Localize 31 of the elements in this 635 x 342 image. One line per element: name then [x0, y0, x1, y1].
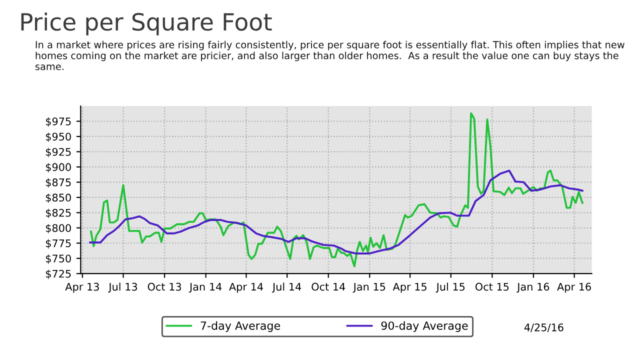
x-tick-label: Jan 14 — [189, 282, 222, 293]
chart-subtitle: In a market where prices are rising fairly consistently, price per square foot is essentially flat. This often implies that new homes coming on the market are pricier, and also larger than older homes. As a result the value one can buy stays the same. — [35, 40, 624, 70]
y-tick-label: $800 — [46, 224, 71, 234]
legend-label: 90-day Average — [381, 321, 468, 332]
chart-title: Price per Square Foot — [21, 12, 272, 36]
x-tick-label: Apr 15 — [392, 282, 426, 293]
legend-label: 7-day Average — [200, 321, 280, 332]
line-series — [90, 112, 584, 268]
y-tick-label: $725 — [46, 270, 71, 280]
x-tick-label: Jul 13 — [108, 282, 138, 293]
x-tick-label: Jan 16 — [516, 282, 550, 293]
y-tick-label: $975 — [46, 117, 71, 127]
x-tick-label: Apr 14 — [229, 282, 263, 293]
x-tick-label: Jul 14 — [272, 282, 302, 293]
y-tick-label: $825 — [46, 208, 71, 218]
y-tick-label: $900 — [46, 163, 71, 172]
y-tick-label: $775 — [46, 239, 71, 249]
text: 4/25/16 — [524, 323, 564, 332]
x-tick-label: Oct 15 — [475, 282, 509, 291]
y-tick-label: $925 — [46, 148, 71, 158]
x-tick-label: Apr 16 — [557, 282, 591, 293]
x-tick-label: Oct 13 — [148, 282, 182, 291]
x-tick-label: Jan 15 — [352, 282, 386, 293]
y-tick-label: $875 — [46, 178, 71, 188]
line-series — [89, 170, 584, 254]
y-tick-label: $950 — [46, 132, 71, 142]
x-tick-label: Oct 14 — [312, 282, 346, 291]
x-tick-label: Jul 15 — [436, 282, 465, 293]
x-tick-label: Apr 13 — [65, 282, 99, 293]
y-tick-label: $750 — [46, 254, 71, 264]
y-tick-label: $850 — [46, 193, 71, 203]
